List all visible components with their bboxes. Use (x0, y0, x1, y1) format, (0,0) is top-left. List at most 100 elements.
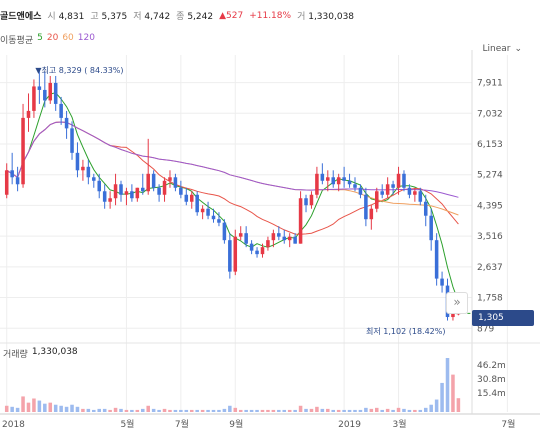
volume-bar (217, 409, 221, 412)
volume-bar (81, 408, 85, 412)
candle-body (277, 233, 281, 237)
volume-bar (282, 409, 287, 412)
volume-title-label: 거래량 (3, 350, 28, 360)
candle-body (315, 173, 319, 195)
volume-bar (320, 408, 325, 412)
ma-60-line (6, 121, 459, 216)
volume-bar (43, 403, 47, 412)
volume-bar (53, 404, 58, 412)
volume-bar (391, 409, 395, 412)
candle-body (451, 313, 455, 318)
candle-body (92, 177, 96, 181)
candle-body (113, 184, 118, 199)
volume-bar (146, 405, 150, 412)
candle-body (200, 208, 205, 213)
candle-body (135, 187, 140, 199)
x-tick-label: 5월 (120, 418, 134, 430)
ma-5-label: 5 (37, 33, 43, 43)
candle-body (282, 236, 287, 241)
volume-bar (440, 382, 444, 412)
close-value: 5,242 (187, 12, 214, 22)
candle-body (75, 152, 80, 171)
y-tick-label: 2,637 (477, 263, 503, 273)
scroll-right-button[interactable]: » (446, 292, 468, 314)
volume-bar (64, 406, 69, 412)
candle-body (222, 222, 227, 241)
candle-body (260, 247, 265, 255)
candle-body (249, 243, 254, 251)
close-label: 종 (176, 12, 185, 22)
volume-bar (102, 408, 107, 412)
candle-body (429, 215, 433, 241)
volume-bar (48, 402, 53, 412)
volume-bar (119, 408, 123, 412)
y-tick-label: 1,758 (477, 294, 503, 304)
volume-tick-label: 30.8m (477, 375, 506, 385)
volume-bar (151, 408, 156, 412)
candle-body (266, 240, 270, 248)
volume-bar (304, 408, 308, 412)
volume-bar (342, 409, 346, 412)
volume-bar (434, 399, 439, 412)
volume-bar (157, 409, 161, 412)
candle-body (206, 208, 210, 216)
candle-body (374, 191, 379, 209)
volume-bar (255, 409, 259, 412)
candle-body (15, 177, 20, 185)
candle-body (217, 219, 221, 223)
volume-bar (326, 408, 330, 412)
volume-tick-label: 15.4m (477, 389, 506, 399)
candle-body (238, 233, 243, 237)
volume-bar (15, 407, 20, 412)
volume-title: 거래량 1,330,038 (3, 347, 78, 360)
volume-bar (70, 404, 74, 412)
volume-bar (233, 407, 238, 412)
volume-bar (445, 358, 450, 412)
volume-title-value: 1,330,038 (31, 347, 78, 357)
candle-body (271, 233, 276, 241)
candle-body (195, 194, 199, 213)
ma-legend-title: 이동평균 (0, 36, 34, 46)
y-tick-label: 6,153 (477, 140, 503, 150)
ma-60-label: 60 (62, 33, 74, 43)
candle-body (48, 82, 53, 101)
candle-body (364, 194, 368, 220)
open-value: 4,831 (58, 12, 85, 22)
candle-body (37, 86, 42, 90)
volume-bar (26, 402, 31, 412)
low-value: 4,742 (144, 12, 171, 22)
candle-body (402, 173, 406, 188)
volume-bar (260, 409, 265, 412)
volume-bar (59, 405, 63, 412)
candle-body (391, 184, 395, 188)
y-tick-label: 7,032 (477, 109, 503, 119)
volume-bar (168, 409, 172, 412)
candle-body (369, 208, 374, 220)
volume-bar (244, 409, 248, 412)
chevron-down-icon: ⌄ (514, 44, 522, 54)
candle-body (102, 191, 107, 202)
candle-body (211, 215, 216, 220)
volume-bar (380, 409, 384, 412)
candle-body (336, 177, 341, 185)
low-label: 저 (133, 12, 142, 22)
candle-body (53, 82, 58, 104)
volume-bar (413, 409, 417, 412)
scale-dropdown[interactable]: Linear ⌄ (482, 44, 522, 54)
candle-body (119, 184, 123, 195)
candle-body (43, 89, 47, 101)
volume-label: 거 (297, 12, 306, 22)
candle-body (64, 117, 69, 129)
candle-body (70, 128, 74, 153)
candle-body (173, 177, 178, 188)
candle-body (385, 184, 390, 195)
volume-bar (298, 405, 303, 412)
volume-bar (293, 409, 297, 412)
y-tick-label: 3,516 (477, 232, 503, 242)
volume-value: 1,330,038 (308, 12, 355, 22)
volume-bar (407, 409, 412, 412)
candle-body (86, 166, 91, 178)
volume-bar (228, 405, 232, 412)
volume-bar (358, 409, 363, 412)
